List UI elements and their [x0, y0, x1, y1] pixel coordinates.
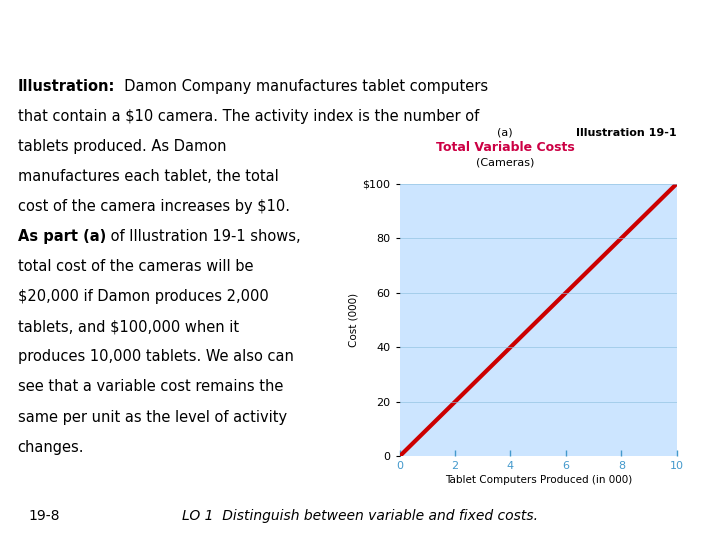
Text: see that a variable cost remains the: see that a variable cost remains the	[17, 380, 283, 395]
Text: total cost of the cameras will be: total cost of the cameras will be	[17, 259, 253, 274]
Text: cost of the camera increases by $10.: cost of the camera increases by $10.	[17, 199, 289, 214]
Text: $20,000 if Damon produces 2,000: $20,000 if Damon produces 2,000	[17, 289, 269, 304]
Text: tablets, and $100,000 when it: tablets, and $100,000 when it	[17, 319, 239, 334]
Text: (a): (a)	[497, 127, 513, 138]
Text: of Illustration 19-1 shows,: of Illustration 19-1 shows,	[106, 229, 300, 244]
Text: LO 1  Distinguish between variable and fixed costs.: LO 1 Distinguish between variable and fi…	[182, 509, 538, 523]
Text: Damon Company manufactures tablet computers: Damon Company manufactures tablet comput…	[115, 79, 488, 93]
Text: same per unit as the level of activity: same per unit as the level of activity	[17, 409, 287, 424]
Text: Illustration:: Illustration:	[17, 79, 115, 93]
Text: manufactures each tablet, the total: manufactures each tablet, the total	[17, 169, 279, 184]
Text: changes.: changes.	[17, 440, 84, 455]
X-axis label: Tablet Computers Produced (in 000): Tablet Computers Produced (in 000)	[444, 475, 632, 485]
Text: 19-8: 19-8	[29, 509, 60, 523]
Text: As part (a): As part (a)	[17, 229, 106, 244]
Y-axis label: Cost (000): Cost (000)	[348, 293, 359, 347]
Text: Illustration 19-1: Illustration 19-1	[576, 127, 677, 138]
Text: tablets produced. As Damon: tablets produced. As Damon	[17, 139, 226, 154]
Text: Cost Behavior Analysis: Cost Behavior Analysis	[42, 25, 347, 49]
Text: that contain a $10 camera. The activity index is the number of: that contain a $10 camera. The activity …	[17, 109, 479, 124]
Text: (Cameras): (Cameras)	[476, 157, 534, 167]
Text: Total Variable Costs: Total Variable Costs	[436, 141, 575, 154]
Text: produces 10,000 tablets. We also can: produces 10,000 tablets. We also can	[17, 349, 294, 364]
